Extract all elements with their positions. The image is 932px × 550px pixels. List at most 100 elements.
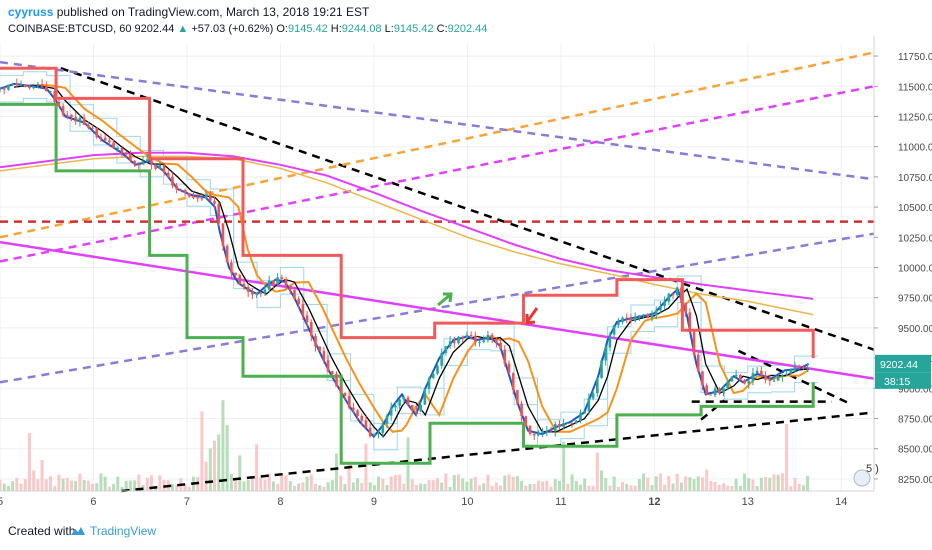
candle-body bbox=[166, 172, 170, 177]
volume-bar bbox=[158, 475, 162, 491]
candle-body bbox=[549, 430, 553, 432]
candle-body bbox=[112, 142, 115, 149]
y-tick-label: 10750.00 bbox=[898, 173, 932, 184]
volume-bar bbox=[709, 480, 713, 491]
candle-body bbox=[263, 289, 267, 294]
high-label: H: bbox=[330, 23, 342, 35]
trendline bbox=[0, 85, 875, 263]
volume-bar bbox=[503, 475, 507, 491]
volume-bar bbox=[330, 480, 334, 491]
red-arrow-icon bbox=[525, 307, 539, 325]
low-label: L: bbox=[384, 23, 394, 35]
candle-body bbox=[583, 411, 586, 414]
volume-bar bbox=[692, 479, 696, 491]
author-name[interactable]: cyyruss bbox=[8, 5, 54, 19]
volume-bar bbox=[536, 480, 540, 491]
volume-bar bbox=[423, 483, 427, 491]
volume-bar bbox=[221, 400, 225, 491]
trendline bbox=[60, 66, 875, 351]
candle-body bbox=[760, 370, 763, 376]
candle-body bbox=[7, 84, 10, 90]
volume-bar bbox=[751, 479, 755, 491]
volume-bar bbox=[368, 482, 372, 491]
volume-bar bbox=[360, 483, 364, 491]
volume-bar bbox=[743, 473, 747, 491]
candle-body bbox=[394, 405, 397, 408]
volume-bar bbox=[65, 477, 69, 491]
candle-body bbox=[667, 293, 671, 302]
volume-bar bbox=[280, 474, 284, 491]
volume-bar bbox=[801, 485, 805, 491]
volume-bar bbox=[208, 448, 212, 491]
price-tag-box bbox=[875, 354, 931, 373]
candle-body bbox=[776, 376, 780, 381]
candle-body bbox=[19, 84, 23, 86]
candle-body bbox=[129, 153, 132, 161]
candle-body bbox=[57, 101, 61, 107]
candle-body bbox=[352, 407, 355, 411]
candle-body bbox=[528, 426, 532, 434]
volume-bar bbox=[557, 480, 561, 491]
volume-bar bbox=[175, 485, 179, 491]
candle-body bbox=[448, 341, 452, 347]
candle-body bbox=[625, 317, 629, 319]
candle-body bbox=[288, 285, 292, 290]
y-tick-label: 11750.00 bbox=[898, 52, 932, 63]
footer: Created with TradingView bbox=[0, 512, 932, 550]
volume-bar bbox=[19, 483, 23, 491]
candle-body bbox=[297, 298, 300, 305]
candle-body bbox=[11, 83, 14, 85]
candle-body bbox=[675, 287, 679, 296]
volume-bar bbox=[15, 477, 19, 491]
volume-bar bbox=[486, 474, 490, 491]
price-chart[interactable]: 8250.008500.008750.009000.009250.009500.… bbox=[0, 0, 932, 512]
volume-bar bbox=[700, 477, 704, 491]
candle-body bbox=[680, 287, 683, 304]
volume-bar bbox=[82, 480, 86, 491]
high-value: 9244.08 bbox=[341, 23, 382, 35]
volume-bar bbox=[574, 481, 578, 491]
candle-body bbox=[267, 280, 271, 290]
change-value: +57.03 (+0.62%) bbox=[191, 23, 274, 35]
x-tick-label: 12 bbox=[648, 496, 660, 508]
candle-body bbox=[326, 360, 330, 372]
volume-bar bbox=[99, 473, 103, 491]
candle-body bbox=[61, 106, 65, 115]
candle-body bbox=[322, 350, 326, 361]
volume-bar bbox=[616, 486, 620, 491]
volume-bar bbox=[717, 484, 721, 491]
publish-text: published on TradingView.com, March 13, … bbox=[56, 5, 370, 19]
volume-bar bbox=[780, 473, 784, 491]
candle-body bbox=[482, 340, 486, 343]
tradingview-logo[interactable]: TradingView bbox=[70, 524, 156, 538]
candle-body bbox=[663, 301, 666, 307]
candle-body bbox=[406, 397, 410, 405]
candle-body bbox=[671, 293, 675, 296]
volume-bar bbox=[410, 479, 414, 491]
candle-body bbox=[145, 159, 149, 162]
candle-body bbox=[183, 190, 187, 194]
y-tick-label: 10250.00 bbox=[898, 233, 932, 244]
volume-bar bbox=[793, 477, 797, 491]
volume-bar bbox=[461, 478, 465, 491]
candle-body bbox=[217, 203, 221, 224]
candle-body bbox=[768, 379, 772, 381]
volume-bar bbox=[246, 479, 250, 491]
volume-bar bbox=[267, 473, 271, 491]
volume-bar bbox=[339, 475, 343, 491]
candle-body bbox=[793, 366, 797, 370]
volume-bar bbox=[23, 479, 27, 491]
volume-bar bbox=[452, 475, 456, 491]
volume-bar bbox=[456, 474, 460, 491]
candle-body bbox=[764, 375, 767, 380]
candle-body bbox=[103, 137, 107, 141]
volume-bar bbox=[629, 485, 633, 491]
volume-bar bbox=[124, 480, 128, 491]
volume-bar bbox=[225, 424, 229, 491]
candle-body bbox=[377, 432, 380, 435]
volume-bar bbox=[229, 474, 233, 491]
candle-body bbox=[419, 404, 422, 412]
volume-bar bbox=[419, 483, 423, 491]
volume-bar bbox=[61, 478, 65, 491]
volume-bar bbox=[730, 486, 734, 491]
